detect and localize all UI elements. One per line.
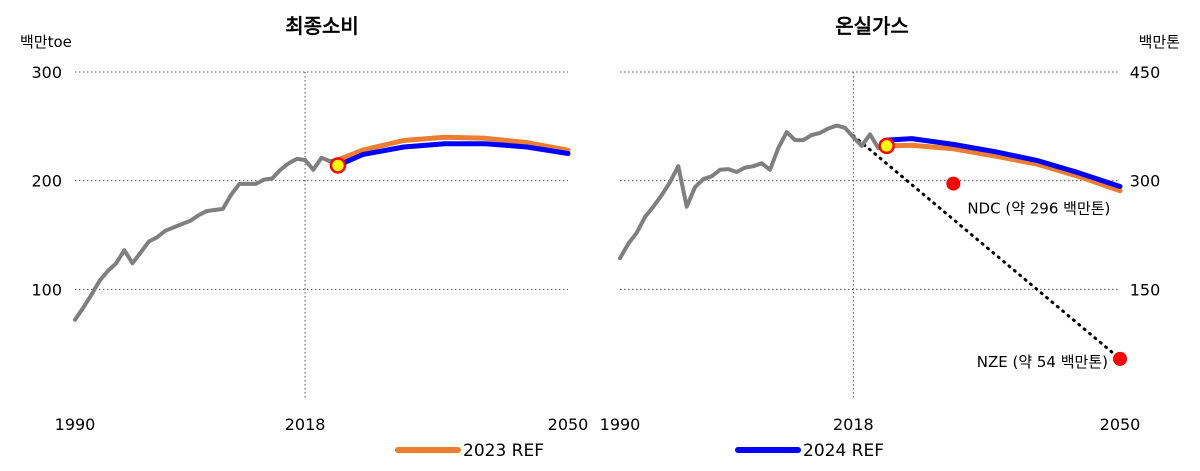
target-point [1113,351,1127,366]
legend-label-2024-ref: 2024 REF [803,441,884,461]
x-tick-label: 1990 [600,415,641,434]
legend-label-2023-ref: 2023 REF [463,441,544,461]
grid-left [75,71,568,398]
y-axis-unit-left: 백만toe [20,33,72,51]
target-label: NZE (약 54 백만톤) [977,353,1108,371]
x-tick-label: 2018 [285,415,326,434]
panel-ghg: 온실가스 백만톤 150 300 450 1990 2018 2050 NDC (약 29… [600,14,1180,434]
series-line-ref2023 [884,142,1123,194]
grid-right [620,71,1120,398]
y-tick-label: 150 [1130,280,1161,299]
y-axis-unit-right: 백만톤 [1139,33,1180,51]
x-tick-label: 2018 [833,415,874,434]
ticks-right: 150 300 450 1990 2018 2050 [600,63,1161,434]
base-year-marker [878,137,895,155]
target-label: NDC (약 296 백만톤) [967,200,1110,218]
panel-final-consumption: 최종소비 백만toe 100 200 300 1990 2018 2050 [20,14,588,434]
series-line-ref2024 [884,136,1123,189]
series-line-ref2023 [335,134,571,163]
ticks-left: 100 200 300 1990 2018 2050 [31,63,588,434]
x-tick-label: 2050 [548,415,589,434]
x-tick-label: 2050 [1100,415,1141,434]
y-tick-label: 200 [31,172,62,191]
nze-trajectory-line [851,134,1122,361]
series-left [73,134,571,322]
legend-item-2024-ref: 2024 REF [735,441,884,461]
series-line-ref2024 [335,141,571,168]
y-tick-label: 300 [31,63,62,82]
legend-item-2023-ref: 2023 REF [395,441,544,461]
series-line-history [618,123,889,261]
y-tick-label: 450 [1130,63,1161,82]
y-tick-label: 300 [1130,172,1161,191]
legend: 2023 REF 2024 REF [395,441,884,461]
series-right [618,123,1123,361]
targets-right: NDC (약 296 백만톤) NZE (약 54 백만톤) [946,176,1127,371]
base-year-marker [329,157,347,174]
target-point [946,176,961,191]
series-line-history [73,155,340,322]
chart-title-ghg: 온실가스 [835,14,909,38]
chart-title-final-consumption: 최종소비 [285,14,359,38]
x-tick-label: 1990 [55,415,96,434]
y-tick-label: 100 [31,280,62,299]
